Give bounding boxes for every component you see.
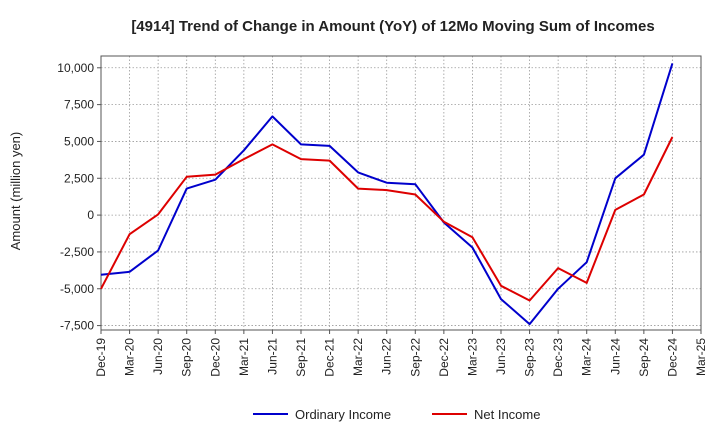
y-tick-label: 0: [87, 208, 94, 222]
x-tick-label: Mar-24: [580, 338, 594, 376]
y-tick-label: -2,500: [60, 245, 94, 259]
x-tick-label: Jun-23: [494, 338, 508, 375]
x-tick-label: Dec-19: [94, 338, 108, 377]
series-layer: [100, 63, 674, 326]
x-tick-label: Dec-24: [665, 338, 679, 377]
x-tick-label: Mar-25: [694, 338, 708, 376]
y-tick-label: -7,500: [60, 319, 94, 333]
y-tick-label: 10,000: [57, 61, 94, 75]
y-tick-label: 2,500: [64, 171, 94, 185]
x-tick-label: Jun-22: [380, 338, 394, 375]
x-tick-label: Dec-20: [208, 338, 222, 377]
x-tick-label: Jun-24: [608, 338, 622, 375]
x-tick-label: Mar-20: [123, 338, 137, 376]
x-tick-label: Mar-23: [465, 338, 479, 376]
plot-frame: [100, 55, 702, 331]
legend-label: Ordinary Income: [295, 407, 391, 422]
legend: Ordinary Income Net Income: [253, 407, 540, 422]
x-tick-label: Jun-20: [151, 338, 165, 375]
y-tick-label: -5,000: [60, 282, 94, 296]
x-tick-label: Sep-21: [294, 338, 308, 377]
x-tick-label: Sep-20: [180, 338, 194, 377]
x-tick-label: Jun-21: [265, 338, 279, 375]
x-tick-label: Dec-23: [551, 338, 565, 377]
chart-title: [4914] Trend of Change in Amount (YoY) o…: [131, 18, 654, 35]
x-axis-ticks: Dec-19 Mar-20 Jun-20 Sep-20 Dec-20 Mar-21 Jun-…: [94, 330, 708, 377]
x-tick-label: Sep-24: [637, 338, 651, 377]
x-tick-label: Dec-22: [437, 338, 451, 377]
series-line: [100, 136, 674, 302]
x-tick-label: Sep-22: [408, 338, 422, 377]
y-axis-ticks: 10,000 7,500 5,000 2,500 0 -2,500 -5,000 -7,500: [57, 61, 101, 333]
x-tick-label: Dec-21: [323, 338, 337, 377]
x-tick-label: Sep-23: [523, 338, 537, 377]
y-tick-label: 7,500: [64, 98, 94, 112]
y-tick-label: 5,000: [64, 134, 94, 148]
y-axis-label: Amount (million yen): [8, 132, 23, 251]
series-line: [100, 63, 674, 326]
x-tick-label: Mar-21: [237, 338, 251, 376]
legend-label: Net Income: [474, 407, 540, 422]
x-tick-label: Mar-22: [351, 338, 365, 376]
